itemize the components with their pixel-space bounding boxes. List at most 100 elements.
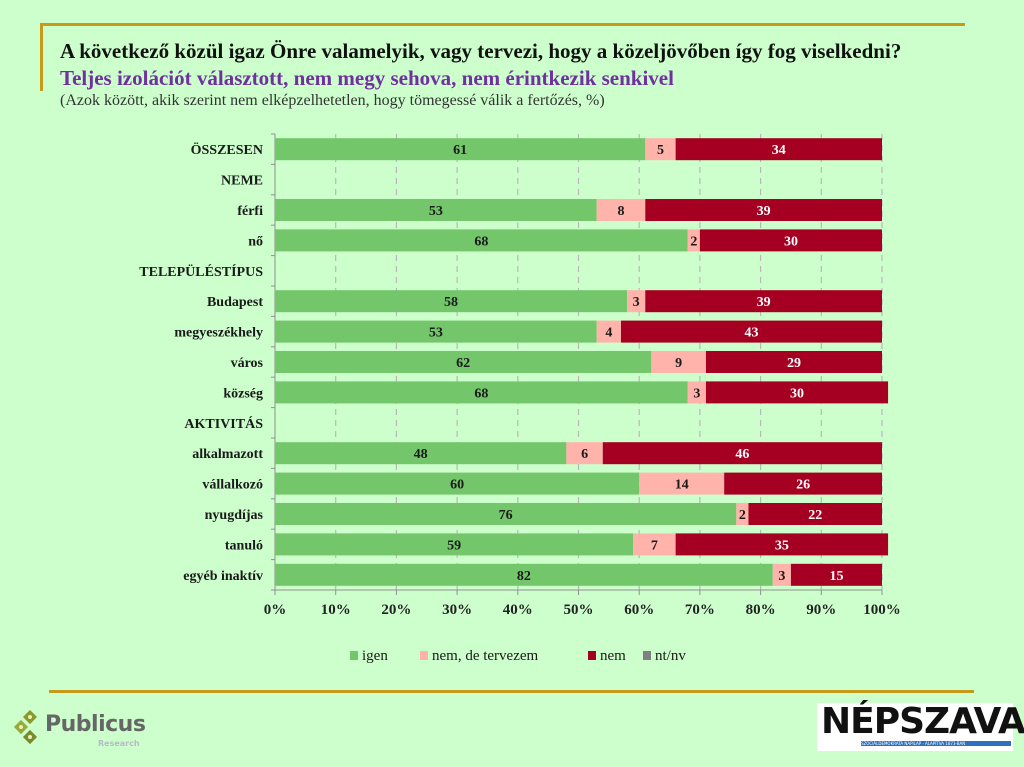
bar-segment-igen <box>275 442 567 465</box>
bar-segment-igen <box>275 563 773 586</box>
data-label: 5 <box>657 143 664 158</box>
bar-segment-nem-de-tervezem <box>687 381 706 404</box>
legend-swatch <box>420 651 428 660</box>
data-label: 26 <box>796 478 810 493</box>
title-accent: Teljes izolációt választott, nem megy se… <box>60 66 674 90</box>
title-main: A következő közül igaz Önre valamelyik, … <box>60 39 902 63</box>
data-label: 53 <box>429 204 443 219</box>
bar-segment-igen <box>275 381 688 404</box>
bar-segment-igen <box>275 290 628 313</box>
data-label: 15 <box>829 569 843 584</box>
bar-segment-igen <box>275 138 646 161</box>
category-label: tanuló <box>225 538 263 553</box>
bar-segment-nem <box>645 290 882 313</box>
data-label: 9 <box>675 356 682 371</box>
legend-label: nem, de tervezem <box>432 648 539 664</box>
bar-segment-nem <box>724 472 882 495</box>
category-label: nő <box>248 234 263 249</box>
category-label: egyéb inaktív <box>183 569 263 584</box>
bar-segment-igen <box>275 229 688 252</box>
publicus-logo: Publicus Research <box>12 708 152 756</box>
x-tick-label: 90% <box>806 602 836 618</box>
data-label: 48 <box>414 447 428 462</box>
bar-segment-nem <box>602 442 882 465</box>
data-label: 3 <box>693 386 700 401</box>
bottom-rule <box>49 690 974 693</box>
chart-subtitle: (Azok között, akik szerint nem elképzelh… <box>60 92 605 109</box>
category-label: község <box>223 386 263 401</box>
category-label: ÖSSZESEN <box>191 141 263 158</box>
data-label: 60 <box>450 478 464 493</box>
data-label: 14 <box>675 478 689 493</box>
x-tick-label: 0% <box>264 602 287 618</box>
data-label: 68 <box>474 234 488 249</box>
data-label: 29 <box>787 356 801 371</box>
category-label: férfi <box>237 204 263 219</box>
data-label: 39 <box>757 204 771 219</box>
bar-segment-nem-de-tervezem <box>736 503 749 525</box>
category-header-label: TELEPÜLÉSTÍPUS <box>139 263 263 280</box>
bar-segment-igen <box>275 199 597 221</box>
data-label: 8 <box>617 204 624 219</box>
x-tick-label: 40% <box>503 602 533 618</box>
category-label: alkalmazott <box>192 447 263 462</box>
data-label: 46 <box>735 447 749 462</box>
bar-segment-nem-de-tervezem <box>596 320 621 343</box>
legend-swatch <box>643 651 651 660</box>
top-rule <box>40 23 965 26</box>
data-label: 39 <box>757 295 771 310</box>
bar-segment-nem-de-tervezem <box>772 563 791 586</box>
bar-segment-nem-de-tervezem <box>651 351 706 373</box>
bar-segment-nem <box>620 320 882 343</box>
bar-segment-igen <box>275 503 737 525</box>
data-label: 43 <box>744 326 758 341</box>
data-label: 53 <box>429 326 443 341</box>
data-label: 6 <box>581 447 588 462</box>
bar-segment-nem-de-tervezem <box>687 229 700 252</box>
bar-segment-nem <box>705 381 889 404</box>
bar-segment-nem-de-tervezem <box>566 442 603 465</box>
data-label: 34 <box>772 143 786 158</box>
data-label: 2 <box>739 508 746 523</box>
x-tick-label: 30% <box>442 602 472 618</box>
legend-label: nt/nv <box>655 648 686 664</box>
data-label: 58 <box>444 295 458 310</box>
chart-title: A következő közül igaz Önre valamelyik, … <box>60 38 940 92</box>
x-tick-label: 60% <box>624 602 654 618</box>
x-tick-label: 100% <box>863 602 901 618</box>
bar-segment-igen <box>275 533 634 556</box>
bar-segment-igen <box>275 351 652 373</box>
bar-segment-nem <box>675 533 889 556</box>
data-label: 61 <box>453 143 467 158</box>
category-header-label: NEME <box>221 174 263 189</box>
bar-segment-nem-de-tervezem <box>639 472 725 495</box>
category-label: nyugdíjas <box>205 508 264 523</box>
category-label: Budapest <box>207 295 263 310</box>
category-label: megyeszékhely <box>174 326 263 341</box>
category-label: vállalkozó <box>202 478 263 493</box>
bar-segment-nem-de-tervezem <box>627 290 646 313</box>
bar-segment-nem <box>748 503 882 525</box>
category-label: város <box>231 356 264 371</box>
x-tick-label: 50% <box>564 602 594 618</box>
data-label: 7 <box>651 538 658 553</box>
x-tick-label: 20% <box>381 602 411 618</box>
data-label: 3 <box>633 295 640 310</box>
data-label: 2 <box>690 234 697 249</box>
nepszava-tag: SZOCIÁLDEMOKRATA NAPILAP · ALAPÍTVA 1873… <box>861 741 1011 746</box>
bar-segment-nem <box>699 229 882 252</box>
bar-segment-nem <box>675 138 882 161</box>
bar-segment-igen <box>275 320 597 343</box>
legend-swatch <box>588 651 596 660</box>
bar-segment-nem <box>705 351 882 373</box>
x-tick-label: 10% <box>321 602 351 618</box>
data-label: 82 <box>517 569 531 584</box>
bar-segment-nem-de-tervezem <box>633 533 676 556</box>
publicus-name: Publicus <box>45 712 146 737</box>
x-tick-label: 80% <box>746 602 776 618</box>
data-label: 4 <box>605 326 612 341</box>
x-tick-label: 70% <box>685 602 715 618</box>
publicus-sub: Research <box>98 739 140 748</box>
bar-segment-igen <box>275 472 640 495</box>
